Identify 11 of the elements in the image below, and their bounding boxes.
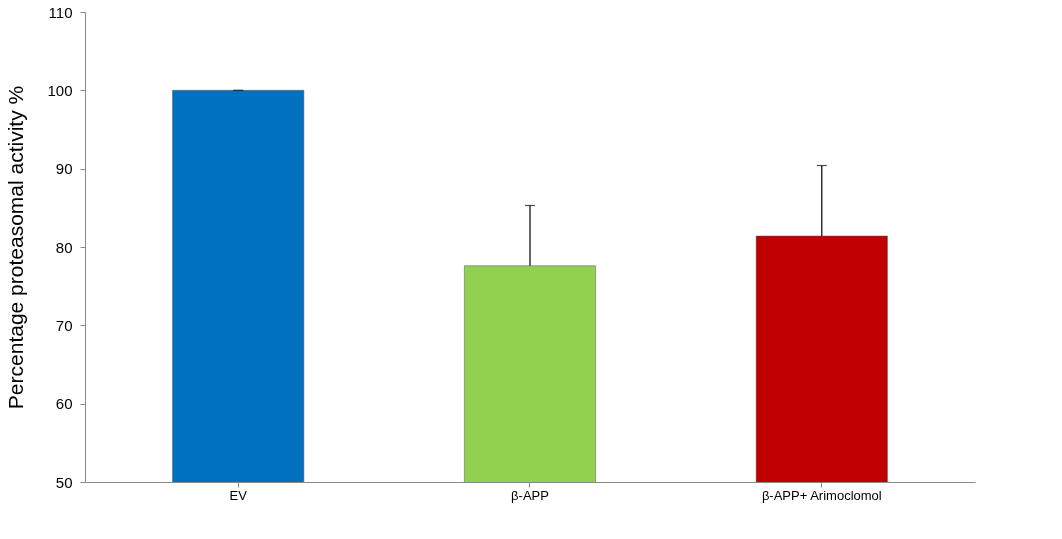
y-tick-label: 110 [48,3,73,21]
x-tick-label: EV [229,487,248,503]
y-tick-label: 50 [55,473,73,491]
y-tick-label: 100 [47,81,73,99]
y-tick-label: 60 [55,395,73,413]
y-tick-label: 70 [55,316,73,334]
y-tick-label: 80 [55,238,73,256]
x-tick-label: β-APP [511,487,549,503]
x-tick-label: β-APP+ Arimoclomol [761,487,882,503]
y-tick-label: 90 [55,160,73,178]
y-axis-title: Percentage proteasomal activity % [4,85,28,410]
